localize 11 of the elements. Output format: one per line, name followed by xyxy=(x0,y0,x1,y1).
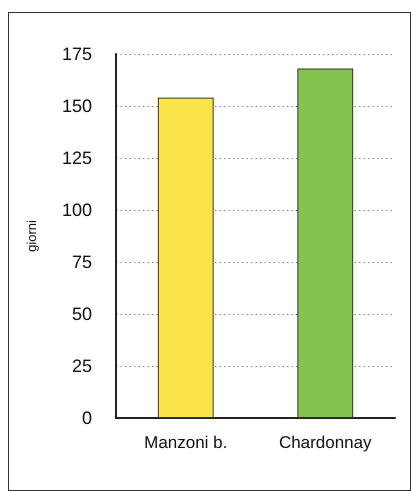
x-tick-label: Manzoni b. xyxy=(144,433,228,452)
y-tick-label: 100 xyxy=(62,200,92,220)
y-tick-label: 175 xyxy=(62,44,92,64)
y-tick-label: 50 xyxy=(72,304,92,324)
y-axis-title: giorni xyxy=(24,220,39,252)
y-tick-label: 150 xyxy=(62,96,92,116)
y-tick-label: 0 xyxy=(82,408,92,428)
y-tick-label: 75 xyxy=(72,252,92,272)
y-tick-label: 125 xyxy=(62,148,92,168)
x-tick-label: Chardonnay xyxy=(278,433,372,452)
y-tick-label: 25 xyxy=(72,356,92,376)
